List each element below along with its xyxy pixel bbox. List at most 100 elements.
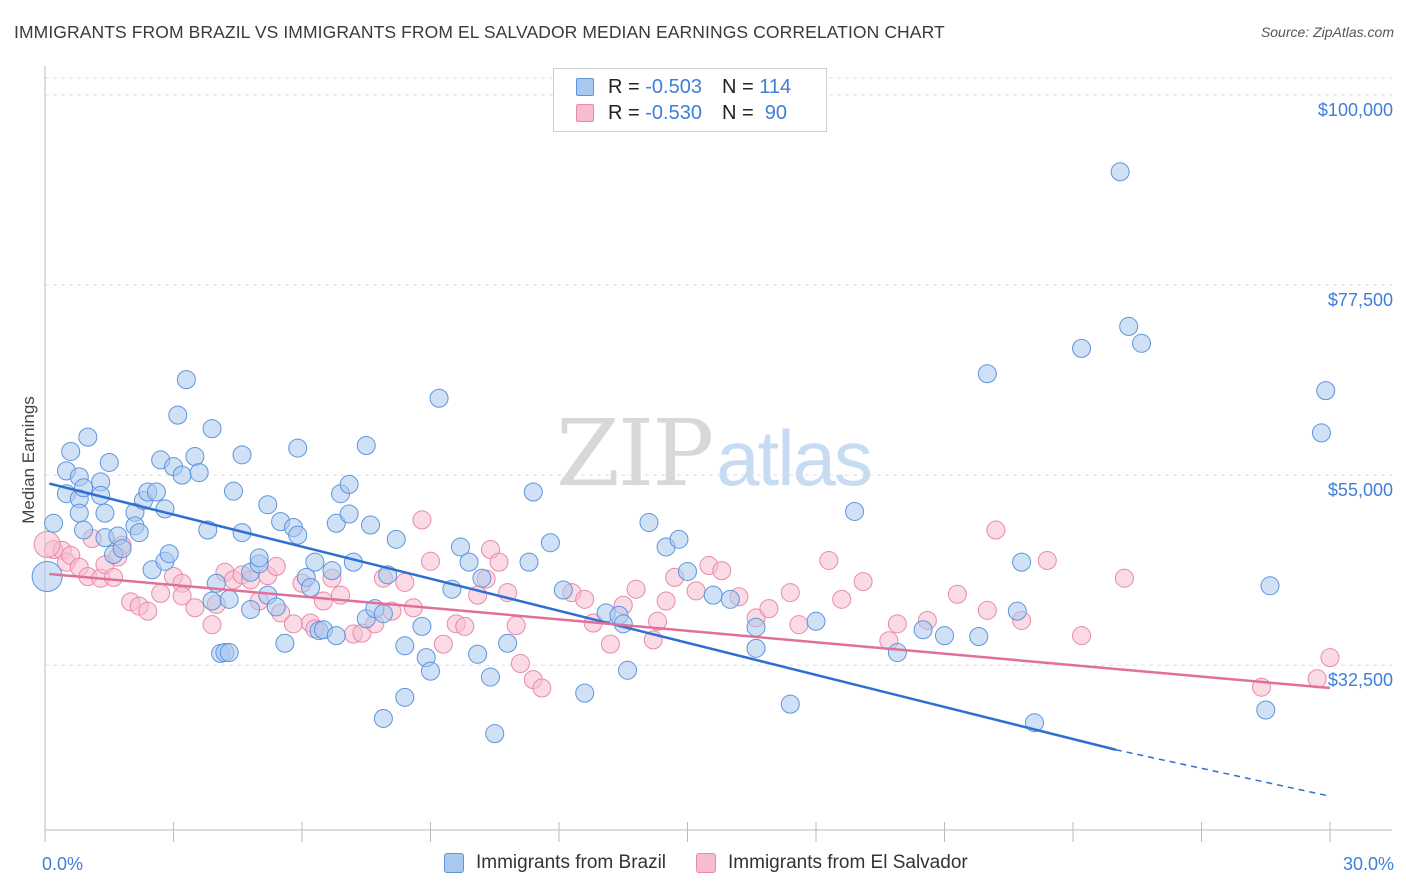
blue-point xyxy=(780,694,800,714)
source-credit: Source: ZipAtlas.com xyxy=(1260,24,1394,40)
pink-point xyxy=(832,589,852,609)
pink-point xyxy=(455,616,475,636)
pink-point xyxy=(887,614,907,634)
blue-point xyxy=(386,529,406,549)
blue-point xyxy=(720,589,740,609)
legend-r-value: -0.530 xyxy=(645,101,702,124)
legend-n-label: N = xyxy=(721,75,760,98)
legend-swatch-elsalvador xyxy=(576,104,594,122)
blue-point xyxy=(31,561,63,593)
blue-point xyxy=(395,687,415,707)
blue-point xyxy=(421,661,440,681)
series-label-brazil: Immigrants from Brazil xyxy=(476,852,667,873)
blue-point xyxy=(202,591,222,611)
blue-point xyxy=(498,633,518,653)
y-tick-label: $32,500 xyxy=(1328,670,1393,690)
blue-point xyxy=(146,482,166,502)
blue-point xyxy=(288,525,308,545)
blue-point xyxy=(198,520,218,540)
series-label-elsalvador: Immigrants from El Salvador xyxy=(728,852,968,873)
pink-point xyxy=(185,598,205,618)
blue-point xyxy=(519,552,539,572)
blue-point xyxy=(1012,552,1032,572)
pink-point xyxy=(1037,550,1057,570)
blue-point xyxy=(977,364,997,384)
brazil-trend-extension xyxy=(1115,748,1331,797)
blue-point xyxy=(219,643,239,663)
blue-point xyxy=(1110,162,1130,182)
series-swatch-brazil xyxy=(444,853,464,873)
pink-point xyxy=(395,572,415,592)
series-swatch-elsalvador xyxy=(696,853,717,873)
blue-point xyxy=(339,474,359,494)
blue-point xyxy=(553,580,573,600)
pink-point xyxy=(506,616,526,636)
blue-point xyxy=(480,667,500,687)
blue-point xyxy=(540,533,560,553)
legend-n-value: 114 xyxy=(759,75,792,98)
blue-point xyxy=(129,523,149,543)
pink-point xyxy=(202,615,222,635)
blue-point xyxy=(275,633,295,653)
blue-point xyxy=(1119,316,1139,336)
legend-r-label: R = xyxy=(608,101,646,124)
blue-point xyxy=(1311,423,1331,443)
blue-point xyxy=(746,638,766,658)
legend-row-elsalvador: R = -0.530 N = 90 xyxy=(576,101,787,125)
blue-point xyxy=(373,708,393,728)
legend-row-brazil: R = -0.503 N = 114 xyxy=(576,75,791,99)
blue-point xyxy=(223,481,243,501)
blue-point xyxy=(913,620,933,640)
blue-point xyxy=(288,438,308,458)
pink-point xyxy=(1307,669,1327,689)
pink-point xyxy=(1072,626,1092,646)
pink-point xyxy=(489,552,509,572)
blue-point xyxy=(361,515,381,535)
blue-point xyxy=(806,611,826,631)
watermark: ZIPatlas xyxy=(556,400,873,507)
pink-point xyxy=(600,634,620,654)
pink-point xyxy=(1114,568,1134,588)
blue-point xyxy=(326,513,346,533)
pink-point xyxy=(313,591,333,611)
pink-point xyxy=(151,583,171,603)
pink-point xyxy=(656,591,676,611)
pink-point xyxy=(138,601,158,621)
axis-labels: $100,000 $77,500 $55,000 $32,500 0.0% 30.0% Me… xyxy=(19,100,1394,874)
blue-point xyxy=(845,501,865,521)
series-legend-elsalvador[interactable]: Immigrants from El Salvador xyxy=(696,852,968,874)
pink-point xyxy=(412,510,432,530)
blue-point xyxy=(1072,338,1092,358)
blue-point xyxy=(176,370,196,390)
blue-point xyxy=(969,627,989,647)
elsalvador-trend-line xyxy=(49,572,1331,690)
blue-point xyxy=(61,441,81,461)
pink-point xyxy=(712,561,732,581)
pink-point xyxy=(626,579,646,599)
blue-point xyxy=(202,419,222,439)
blue-point xyxy=(189,463,209,483)
chart-title: IMMIGRANTS FROM BRAZIL VS IMMIGRANTS FRO… xyxy=(14,22,945,42)
x-tick-label: 30.0% xyxy=(1343,854,1394,874)
blue-point xyxy=(746,617,766,637)
blue-point xyxy=(703,585,723,605)
blue-point xyxy=(468,644,488,664)
legend-n-label: N = xyxy=(721,101,760,124)
pink-point xyxy=(1320,648,1340,668)
blue-point xyxy=(575,683,595,703)
blue-point xyxy=(1007,601,1027,621)
blue-point xyxy=(219,589,239,609)
blue-point xyxy=(450,537,470,557)
blue-point xyxy=(241,599,261,619)
blue-point xyxy=(395,636,415,656)
y-axis-title: Median Earnings xyxy=(19,396,38,524)
blue-point xyxy=(185,447,205,467)
pink-point xyxy=(510,654,530,674)
pink-point xyxy=(33,530,61,558)
series-legend-brazil[interactable]: Immigrants from Brazil xyxy=(444,852,666,874)
blue-point xyxy=(301,578,321,598)
pink-point xyxy=(819,550,839,570)
blue-point xyxy=(99,452,119,472)
blue-point xyxy=(249,548,269,568)
